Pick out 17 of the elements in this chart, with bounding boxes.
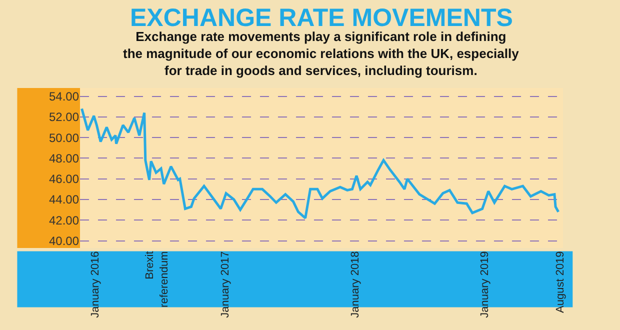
line-series xyxy=(80,107,560,220)
y-tick-label: 50.00 xyxy=(48,130,80,145)
y-tick-label: 54.00 xyxy=(48,89,80,104)
y-tick-label: 40.00 xyxy=(48,234,80,248)
x-tick-label: January 2018 xyxy=(349,251,362,318)
chart-title: EXCHANGE RATE MOVEMENTS xyxy=(130,4,513,32)
x-tick-label: January 2016 xyxy=(90,251,102,318)
y-tick-label: 52.00 xyxy=(48,110,80,124)
x-tick-label: January 2017 xyxy=(220,251,232,318)
y-tick-label: 48.00 xyxy=(48,151,80,166)
y-tick-label: 46.00 xyxy=(48,172,80,186)
chart-subtitle: Exchange rate movements play a significant role in defining the magnitude of our economic relations with the UK, especially for trade in goods and services, including tourism. xyxy=(123,29,520,78)
x-tick-label: January 2019 xyxy=(479,251,492,318)
y-tick-label: 44.00 xyxy=(48,192,80,207)
x-tick-label: Brexit referendum xyxy=(144,251,170,308)
y-tick-label: 42.00 xyxy=(48,213,80,228)
x-tick-label: August 2019 xyxy=(554,251,566,313)
